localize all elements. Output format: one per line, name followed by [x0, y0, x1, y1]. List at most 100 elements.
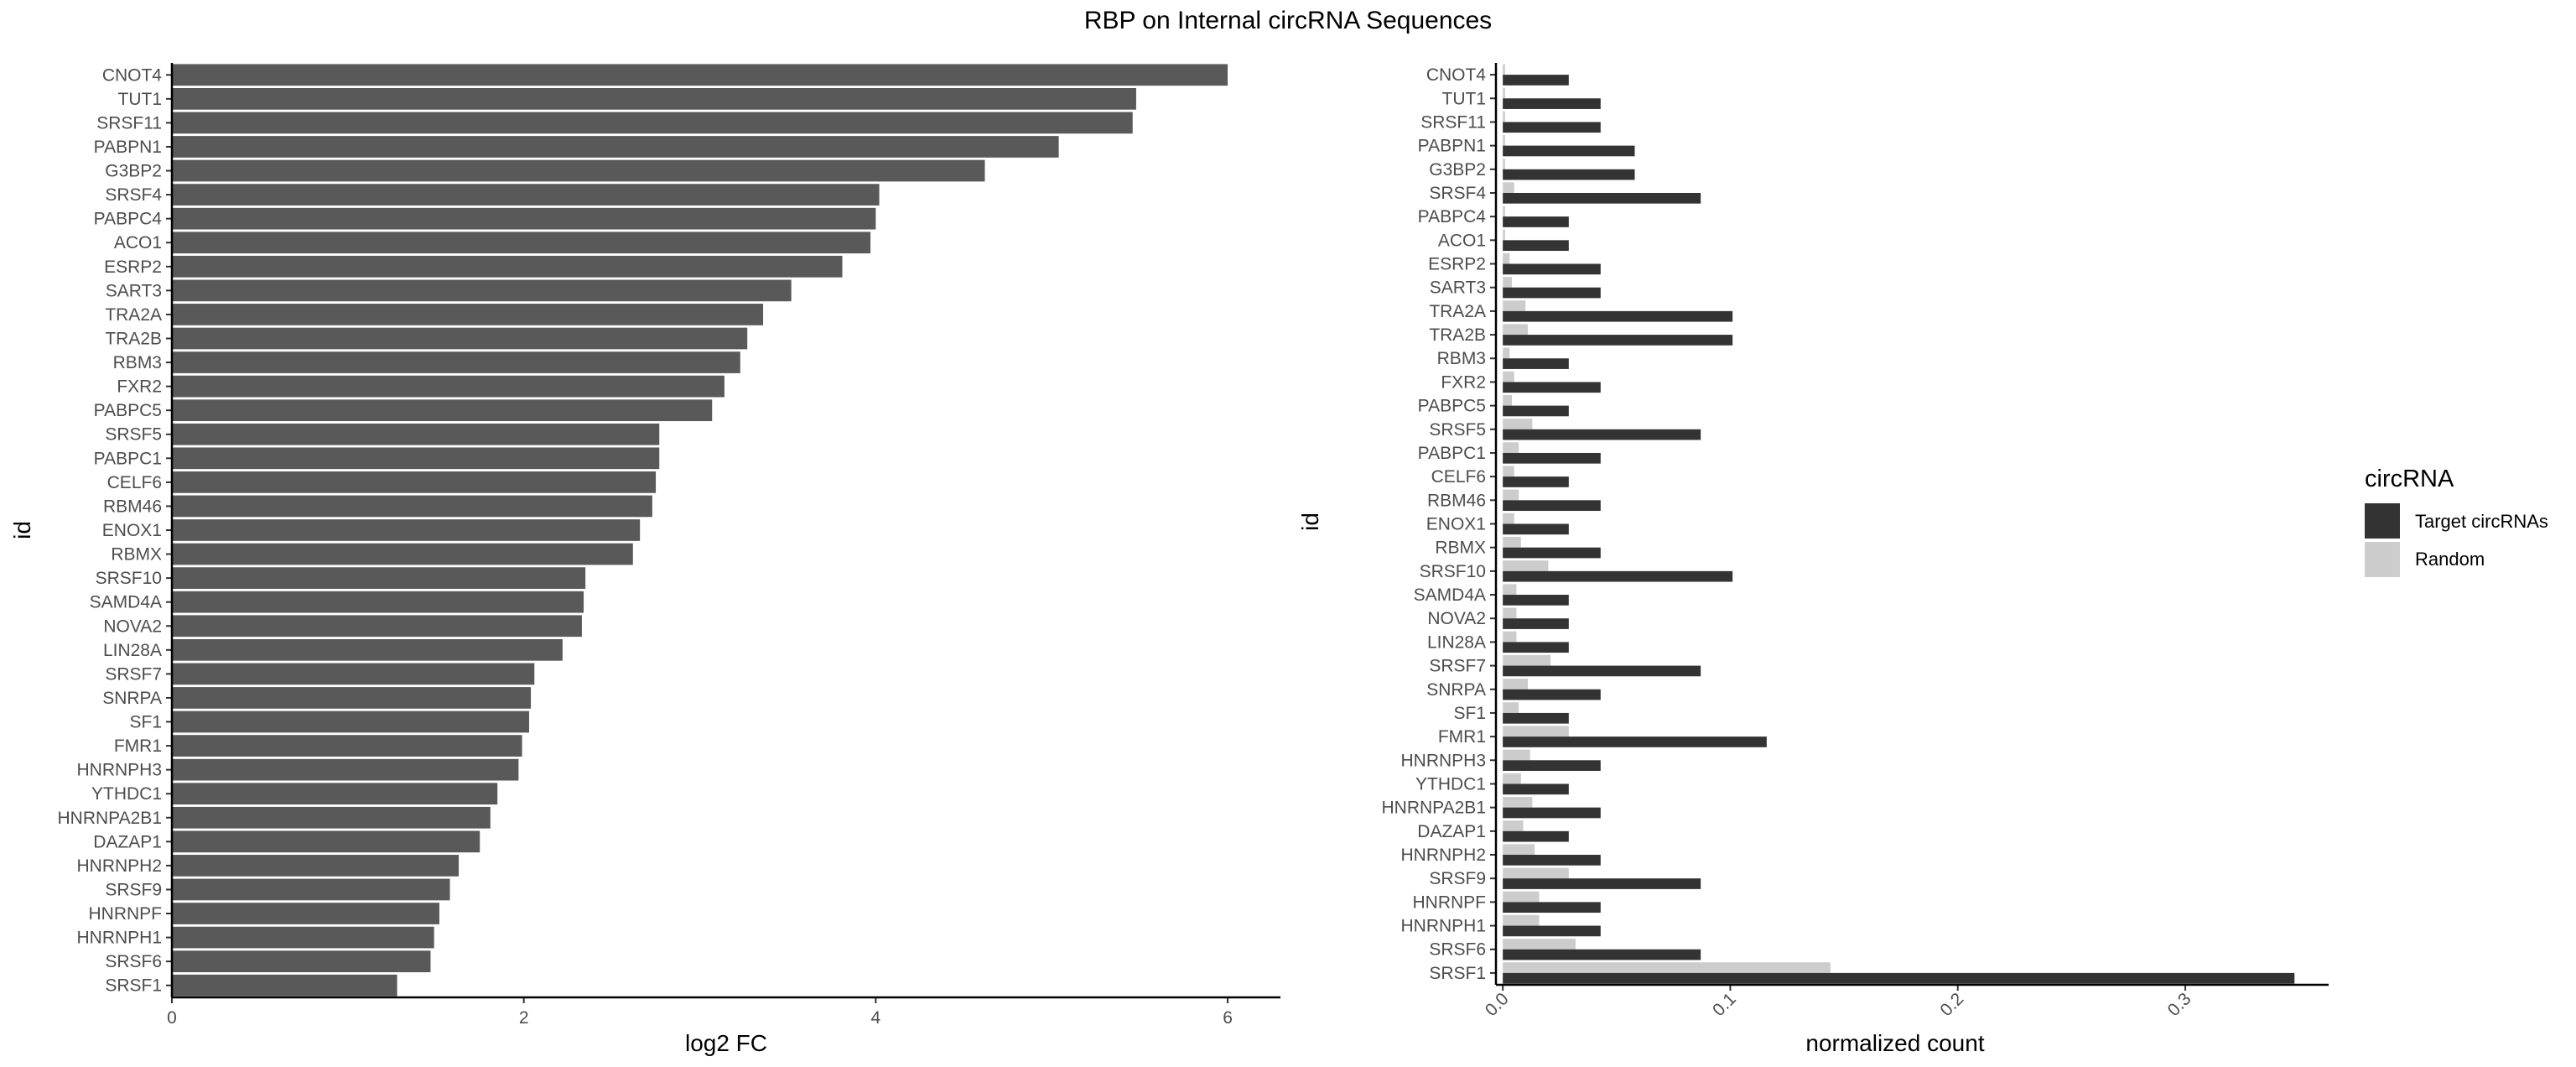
bar-random-srsf6 — [1503, 939, 1576, 950]
bar-target-srsf7 — [1503, 665, 1701, 677]
y-tick-label: HNRNPA2B1 — [1382, 799, 1486, 818]
left-panel: CNOT4 TUT1 SRSF11 PABPN1 G3BP2 SRSF4 PABPC4 ACO… — [9, 63, 1280, 1056]
bar-random-rbm3 — [1503, 347, 1510, 359]
bar-random-hnrnph3 — [1503, 749, 1530, 761]
bar-pabpc1 — [172, 447, 660, 470]
y-tick-label: YTHDC1 — [1415, 774, 1486, 794]
y-tick-label: ACO1 — [114, 233, 162, 252]
bar-random-samd4a — [1503, 584, 1517, 596]
y-tick-label: DAZAP1 — [1417, 822, 1486, 841]
y-tick-label: ESRP2 — [1428, 255, 1486, 274]
y-tick-label: LIN28A — [103, 641, 162, 660]
bar-target-hnrnph3 — [1503, 760, 1601, 771]
y-tick-label: SRSF5 — [1429, 420, 1486, 440]
bar-random-dazap1 — [1503, 820, 1524, 831]
y-tick-label: RBM3 — [113, 353, 162, 372]
bar-target-rbm46 — [1503, 500, 1601, 512]
y-tick-label: SRSF11 — [1420, 112, 1486, 132]
bar-target-samd4a — [1503, 595, 1569, 606]
y-tick-label: ENOX1 — [1426, 515, 1486, 534]
bar-target-esrp2 — [1503, 263, 1601, 275]
bar-target-rbmx — [1503, 547, 1601, 559]
x-tick-label: 0.2 — [1936, 989, 1967, 1020]
y-tick-label: G3BP2 — [105, 162, 162, 181]
bar-random-srsf10 — [1503, 560, 1549, 571]
y-tick-label: CELF6 — [107, 473, 162, 492]
bar-random-sf1 — [1503, 702, 1519, 713]
y-tick-label: HNRNPA2B1 — [58, 809, 162, 828]
bar-fmr1 — [172, 735, 522, 757]
bar-random-g3bp2 — [1503, 159, 1505, 169]
y-tick-label: LIN28A — [1427, 632, 1486, 652]
bar-snrpa — [172, 687, 532, 709]
bar-random-srsf7 — [1503, 654, 1551, 666]
legend-title: circRNA — [2365, 466, 2454, 492]
bar-target-srsf11 — [1503, 122, 1601, 133]
bar-target-aco1 — [1503, 240, 1569, 252]
bar-random-pabpn1 — [1503, 134, 1505, 146]
bar-random-cnot4 — [1503, 64, 1505, 75]
y-tick-label: TRA2A — [105, 305, 162, 325]
y-tick-label: PABPN1 — [1418, 137, 1486, 156]
x-tick-label: 4 — [871, 1008, 881, 1028]
bar-random-fxr2 — [1503, 371, 1514, 383]
bar-pabpn1 — [172, 136, 1059, 158]
bar-random-rbm46 — [1503, 489, 1519, 501]
bar-target-g3bp2 — [1503, 169, 1635, 180]
bar-random-sart3 — [1503, 277, 1512, 288]
y-tick-label: RBM3 — [1437, 349, 1486, 368]
y-tick-label: HNRNPH3 — [1400, 751, 1486, 770]
bar-target-hnrnpf — [1503, 902, 1601, 913]
y-tick-label: SAMD4A — [1414, 586, 1486, 605]
bar-random-hnrnph2 — [1503, 844, 1535, 856]
y-tick-label: TUT1 — [118, 90, 163, 109]
y-tick-label: TRA2B — [105, 329, 162, 348]
y-tick-label: PABPC5 — [94, 401, 162, 420]
x-tick-label: 0.3 — [2164, 989, 2195, 1020]
chart-title: RBP on Internal circRNA Sequences — [1084, 7, 1492, 34]
y-tick-label: SNRPA — [1426, 680, 1486, 700]
y-tick-label: SART3 — [106, 281, 162, 300]
bar-random-ythdc1 — [1503, 773, 1521, 784]
bar-target-srsf5 — [1503, 429, 1701, 440]
bar-cnot4 — [172, 64, 1228, 86]
y-tick-label: SRSF9 — [1429, 869, 1486, 888]
bar-random-hnrnpf — [1503, 891, 1540, 903]
y-tick-label: RBM46 — [103, 497, 162, 516]
bar-target-cnot4 — [1503, 75, 1569, 86]
y-tick-label: SRSF11 — [96, 113, 162, 133]
bar-srsf5 — [172, 423, 660, 445]
y-tick-label: TRA2A — [1429, 302, 1486, 321]
bar-tut1 — [172, 87, 1136, 110]
legend-swatch-target — [2365, 503, 2400, 539]
y-tick-label: HNRNPH3 — [76, 761, 162, 780]
bar-target-enox1 — [1503, 523, 1569, 535]
y-tick-label: SRSF1 — [105, 976, 162, 996]
y-tick-label: SRSF4 — [1429, 184, 1486, 203]
y-tick-label: SRSF7 — [1429, 657, 1486, 676]
bar-random-hnrnpa2b1 — [1503, 796, 1533, 808]
y-tick-label: PABPC1 — [94, 449, 162, 468]
y-tick-label: FMR1 — [114, 736, 162, 756]
y-tick-label: FXR2 — [1441, 372, 1486, 392]
y-tick-label: NOVA2 — [103, 617, 162, 636]
bar-random-pabpc5 — [1503, 394, 1512, 406]
y-tick-label: SF1 — [129, 713, 162, 732]
y-tick-label: TUT1 — [1442, 89, 1487, 108]
legend-label-target: Target circRNAs — [2415, 511, 2548, 532]
y-tick-label: ACO1 — [1438, 231, 1486, 250]
y-tick-label: HNRNPH2 — [1400, 846, 1486, 865]
bar-target-tut1 — [1503, 98, 1601, 109]
x-tick-label: 0.0 — [1482, 989, 1513, 1020]
bar-sf1 — [172, 710, 529, 733]
y-tick-label: RBMX — [111, 545, 162, 565]
x-tick-label: 6 — [1223, 1008, 1233, 1028]
right-x-axis-title: normalized count — [1805, 1030, 1984, 1056]
bar-target-srsf10 — [1503, 570, 1733, 582]
bar-celf6 — [172, 471, 657, 493]
bar-target-srsf9 — [1503, 878, 1701, 889]
bar-pabpc4 — [172, 207, 876, 230]
y-tick-label: HNRNPF — [89, 904, 163, 924]
bar-g3bp2 — [172, 159, 985, 182]
